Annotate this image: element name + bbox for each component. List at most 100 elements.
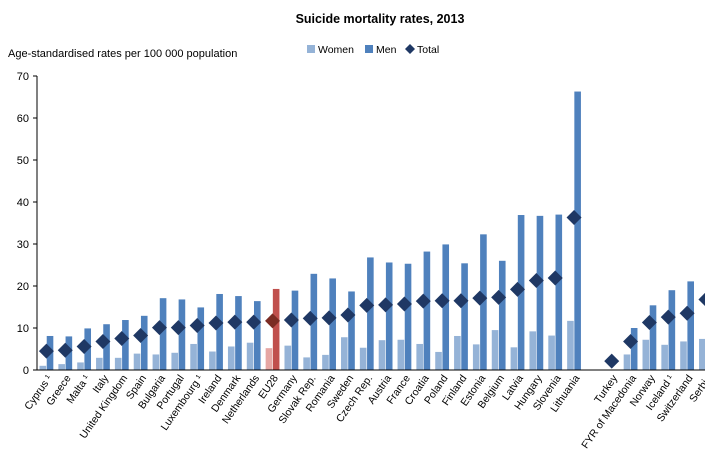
marker-total (604, 353, 620, 369)
bar-men (536, 215, 544, 370)
bar-men (348, 291, 355, 370)
marker-total (95, 333, 111, 349)
bar-women (472, 344, 480, 370)
bar-women (190, 343, 197, 370)
bar-men (649, 305, 657, 370)
marker-total (76, 338, 92, 354)
marker-total (208, 315, 224, 331)
y-tick-label: 60 (17, 113, 29, 125)
marker-total (359, 297, 375, 313)
marker-total (283, 312, 299, 328)
bar-men (329, 278, 336, 370)
bar-men (480, 234, 487, 370)
bar-men (668, 290, 676, 370)
y-tick-label: 20 (17, 281, 29, 293)
bar-men (385, 262, 393, 370)
marker-total (189, 317, 205, 333)
bar-men (122, 320, 129, 370)
marker-total (396, 296, 412, 312)
marker-total (472, 290, 488, 306)
bar-women (58, 364, 65, 370)
marker-total (641, 315, 657, 331)
bar-women (77, 362, 84, 370)
legend-label: Women (318, 44, 354, 56)
bar-men (461, 263, 468, 370)
bar-women (284, 345, 292, 370)
bar-men (103, 324, 110, 370)
y-tick-label: 70 (17, 71, 29, 83)
bar-women (359, 347, 367, 370)
marker-total (660, 309, 676, 325)
legend-label: Men (376, 44, 397, 56)
bar-men (630, 328, 638, 370)
bar-men (253, 301, 261, 370)
bar-men (404, 263, 412, 370)
bar-men (687, 281, 694, 370)
bar-women (397, 339, 405, 370)
bar-men (555, 214, 563, 370)
bar-men (197, 307, 205, 370)
bar-women (642, 339, 650, 370)
marker-total (302, 310, 318, 326)
bar-women (529, 331, 537, 370)
y-tick-label: 40 (17, 197, 29, 209)
marker-total (679, 305, 695, 321)
legend: Women Men Total (307, 44, 439, 56)
bar-women (209, 351, 216, 370)
marker-total (57, 342, 73, 358)
bar-women (96, 357, 103, 370)
bar-men (498, 260, 506, 370)
legend-swatch (307, 45, 315, 53)
bar-men (216, 293, 223, 370)
y-tick-label: 0 (23, 365, 29, 377)
bar-men (159, 298, 167, 370)
marker-total (510, 281, 526, 297)
marker-total (265, 313, 281, 329)
chart-title: Suicide mortality rates, 2013 (296, 12, 465, 26)
marker-total (528, 273, 544, 289)
marker-total (434, 293, 450, 309)
bar-men (367, 257, 374, 370)
bar-women (435, 351, 442, 370)
marker-total (170, 320, 186, 336)
plot-area (39, 91, 705, 370)
y-tick-label: 10 (17, 323, 29, 335)
marker-total (698, 292, 705, 306)
marker-total (453, 293, 469, 309)
bar-men (291, 290, 299, 370)
marker-total (491, 289, 507, 305)
bar-women (623, 354, 631, 370)
marker-total (566, 210, 582, 226)
bar-women (699, 338, 705, 370)
bar-women (246, 342, 254, 370)
marker-total (133, 328, 149, 344)
marker-total (547, 270, 563, 286)
legend-swatch (405, 44, 415, 54)
marker-total (38, 343, 54, 359)
y-tick-label: 50 (17, 155, 29, 167)
bar-women (152, 354, 160, 370)
bar-women (378, 340, 386, 370)
bar-women (661, 344, 668, 370)
bar-men (178, 299, 186, 370)
bar-women (567, 320, 574, 370)
bar-women (341, 337, 348, 370)
marker-total (246, 314, 262, 330)
bar-women (114, 357, 122, 370)
bar-women (454, 335, 461, 370)
marker-total (623, 333, 639, 349)
bar-women (227, 346, 235, 370)
bar-men (272, 288, 280, 370)
bar-women (303, 357, 310, 370)
bar-men (140, 315, 148, 370)
marker-total (151, 320, 167, 336)
y-axis-label: Age-standardised rates per 100 000 popul… (8, 48, 237, 60)
bar-women (510, 347, 518, 370)
bar-men (574, 91, 581, 370)
bar-women (548, 335, 555, 370)
marker-total (114, 331, 130, 346)
bar-women (265, 348, 273, 370)
bar-women (39, 365, 47, 370)
